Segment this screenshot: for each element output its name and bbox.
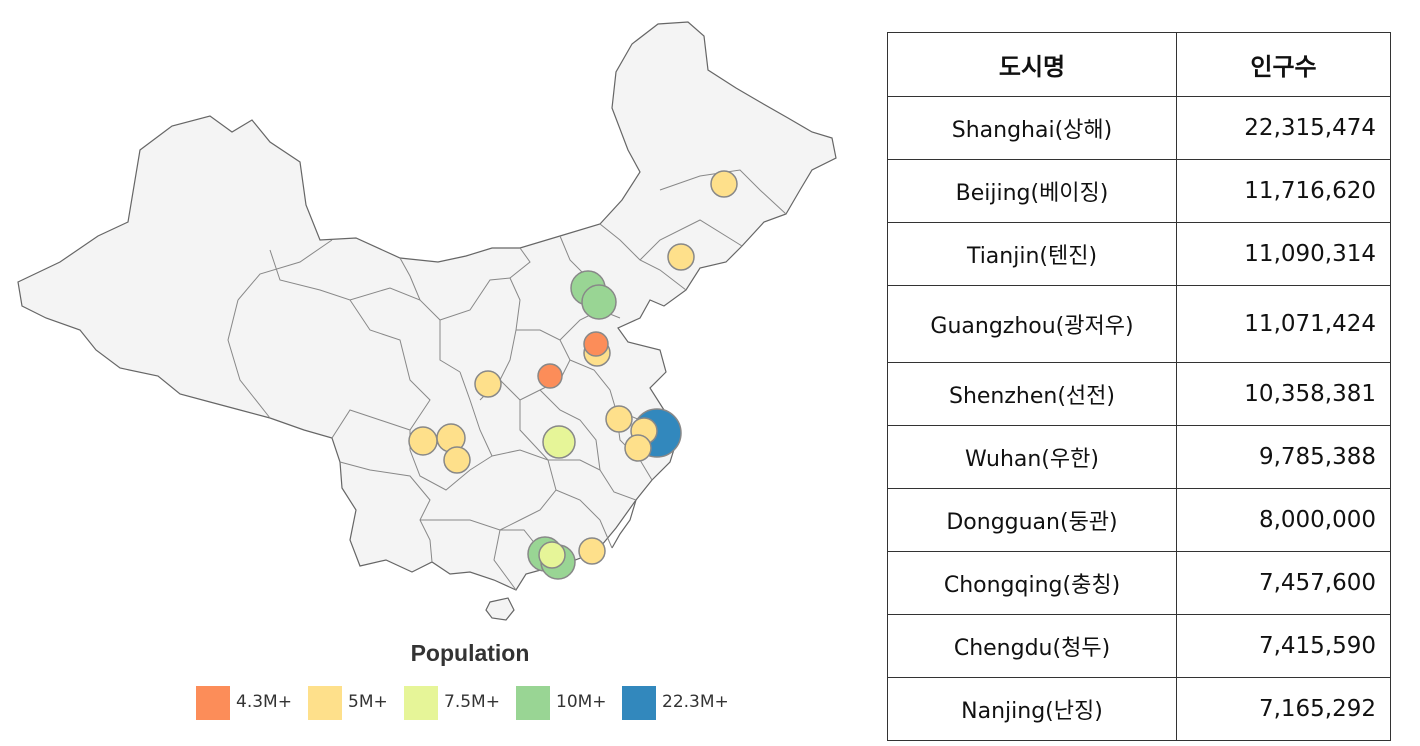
legend-label: 4.3M+ — [236, 692, 292, 712]
city-cell: Shanghai(상해) — [887, 96, 1177, 160]
city-cell: Wuhan(우한) — [887, 425, 1177, 489]
table-row: Chengdu(청두) 7,415,590 — [887, 614, 1391, 678]
china-map-panel: Population 4.3M+ 5M+ 7.5M+ 10M+ 22.3M+ — [17, 21, 837, 720]
legend-label: 22.3M+ — [662, 692, 729, 712]
table-row: Shanghai(상해) 22,315,474 — [887, 96, 1391, 160]
city-cell: Chengdu(청두) — [887, 614, 1177, 678]
table-row: Dongguan(둥관) 8,000,000 — [887, 488, 1391, 552]
population-cell: 11,716,620 — [1176, 159, 1391, 223]
population-cell: 22,315,474 — [1176, 96, 1391, 160]
population-cell: 9,785,388 — [1176, 425, 1391, 489]
bubble-dongguan — [538, 541, 566, 569]
city-cell: Dongguan(둥관) — [887, 488, 1177, 552]
legend-swatch — [404, 686, 438, 720]
table-row: Tianjin(텐진) 11,090,314 — [887, 222, 1391, 286]
bubble-jinan-b — [583, 331, 609, 357]
population-table-container: 도시명 인구수 Shanghai(상해) 22,315,474 Beijing(… — [887, 32, 1391, 741]
legend-label: 7.5M+ — [444, 692, 500, 712]
city-cell: Beijing(베이징) — [887, 159, 1177, 223]
legend-swatch — [516, 686, 550, 720]
legend-swatch — [622, 686, 656, 720]
population-cell: 7,415,590 — [1176, 614, 1391, 678]
bubble-harbin — [710, 170, 738, 198]
bubble-xian-area — [537, 363, 563, 389]
bubble-chengdu — [408, 426, 438, 456]
bubble-xian — [474, 370, 502, 398]
population-cell: 8,000,000 — [1176, 488, 1391, 552]
legend-title: Population — [410, 640, 530, 666]
table-row: Chongqing(충칭) 7,457,600 — [887, 551, 1391, 615]
legend-label: 5M+ — [348, 692, 388, 712]
header-city: 도시명 — [887, 32, 1177, 97]
table-row: Nanjing(난징) 7,165,292 — [887, 677, 1391, 741]
table-header-row: 도시명 인구수 — [887, 32, 1391, 97]
bubble-shenyang — [667, 243, 695, 271]
population-cell: 7,165,292 — [1176, 677, 1391, 741]
bubble-nanjing — [605, 405, 633, 433]
bubble-ningbo — [624, 434, 652, 462]
legend-swatch — [196, 686, 230, 720]
population-cell: 10,358,381 — [1176, 362, 1391, 426]
header-population: 인구수 — [1176, 32, 1391, 97]
hainan-island — [485, 597, 515, 621]
bubble-chongqing-b — [443, 446, 471, 474]
bubble-wuhan — [542, 425, 576, 459]
city-cell: Shenzhen(선전) — [887, 362, 1177, 426]
population-table: 도시명 인구수 Shanghai(상해) 22,315,474 Beijing(… — [887, 32, 1391, 741]
city-cell: Tianjin(텐진) — [887, 222, 1177, 286]
fujian-coast — [611, 499, 637, 549]
bubble-tianjin — [581, 284, 617, 320]
population-cell: 11,090,314 — [1176, 222, 1391, 286]
legend-swatch — [308, 686, 342, 720]
table-row: Guangzhou(광저우) 11,071,424 — [887, 285, 1391, 363]
table-row: Beijing(베이징) 11,716,620 — [887, 159, 1391, 223]
city-cell: Chongqing(충칭) — [887, 551, 1177, 615]
bubble-shantou — [578, 537, 606, 565]
population-cell: 11,071,424 — [1176, 285, 1391, 363]
china-outline — [17, 21, 837, 591]
city-cell: Guangzhou(광저우) — [887, 285, 1177, 363]
china-map — [17, 21, 837, 621]
city-bubbles — [408, 170, 738, 580]
table-row: Wuhan(우한) 9,785,388 — [887, 425, 1391, 489]
population-cell: 7,457,600 — [1176, 551, 1391, 615]
city-cell: Nanjing(난징) — [887, 677, 1177, 741]
table-row: Shenzhen(선전) 10,358,381 — [887, 362, 1391, 426]
legend-label: 10M+ — [556, 692, 607, 712]
